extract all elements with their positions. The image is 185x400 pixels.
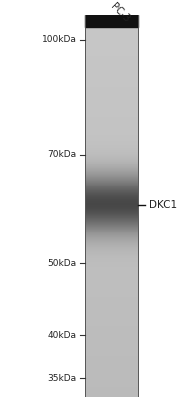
Text: PC-3: PC-3 <box>109 2 132 24</box>
Text: DKC1: DKC1 <box>149 200 177 210</box>
Text: 40kDa: 40kDa <box>48 331 77 340</box>
Text: 35kDa: 35kDa <box>47 374 77 383</box>
Text: 50kDa: 50kDa <box>47 259 77 268</box>
Text: 100kDa: 100kDa <box>42 35 77 44</box>
Text: 70kDa: 70kDa <box>47 150 77 159</box>
